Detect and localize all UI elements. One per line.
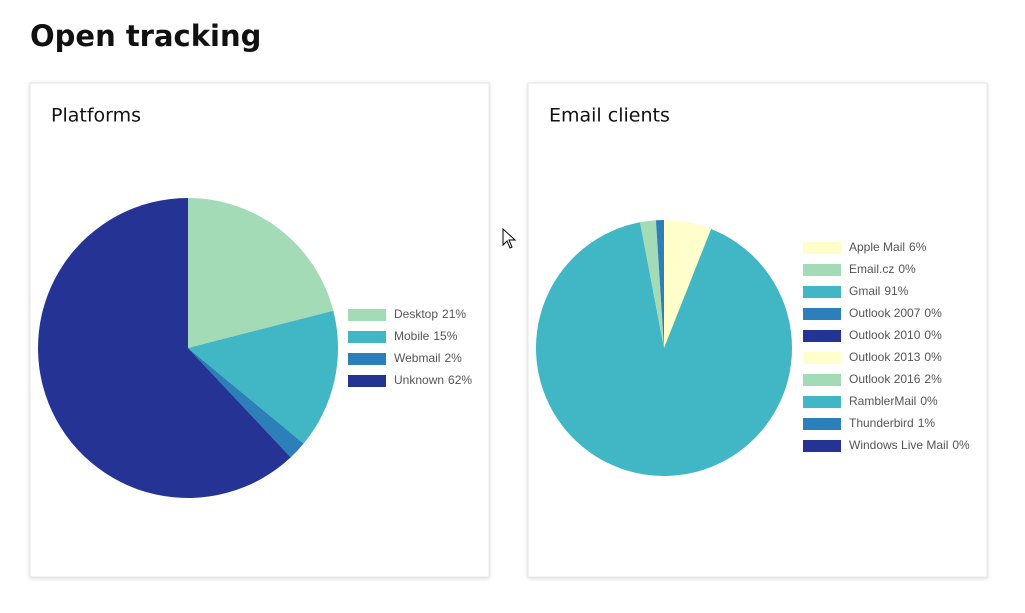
legend-swatch — [803, 418, 841, 430]
legend-name: Webmail — [394, 351, 440, 365]
legend-swatch — [348, 309, 386, 321]
legend-name: Gmail — [849, 284, 880, 298]
legend-value: 0% — [920, 394, 938, 408]
legend-swatch — [803, 264, 841, 276]
pie-slice — [664, 220, 712, 348]
pie-slice — [188, 310, 338, 444]
legend-swatch — [803, 374, 841, 386]
mouse-cursor — [502, 227, 517, 249]
legend-swatch — [803, 396, 841, 408]
legend-label: Outlook 2010 0% — [849, 328, 942, 342]
legend-swatch — [803, 286, 841, 298]
card-title: Platforms — [51, 105, 141, 127]
legend-label: Gmail 91% — [849, 284, 909, 298]
legend-value: 2% — [444, 351, 462, 365]
legend-label: Unknown 62% — [394, 373, 472, 387]
legend-swatch — [348, 353, 386, 365]
legend-name: Unknown — [394, 373, 444, 387]
pie-slice — [536, 222, 793, 476]
legend-label: Outlook 2007 0% — [849, 306, 942, 320]
legend-value: 1% — [918, 416, 936, 430]
legend-name: Outlook 2016 — [849, 372, 921, 386]
legend-name: Windows Live Mail — [849, 438, 948, 452]
legend-swatch — [348, 375, 386, 387]
legend-value: 0% — [898, 262, 916, 276]
legend-value: 6% — [909, 240, 927, 254]
legend-swatch — [803, 352, 841, 364]
legend-swatch — [803, 242, 841, 254]
legend-label: Email.cz 0% — [849, 262, 916, 276]
legend-value: 0% — [924, 350, 942, 364]
legend-label: Outlook 2013 0% — [849, 350, 942, 364]
legend-name: Desktop — [394, 307, 438, 321]
legend-value: 21% — [442, 307, 466, 321]
pie-slice — [655, 220, 664, 348]
pie-slice — [188, 198, 334, 348]
legend-name: Email.cz — [849, 262, 894, 276]
legend-swatch — [803, 440, 841, 452]
legend-value: 0% — [952, 438, 970, 452]
legend-value: 0% — [924, 328, 942, 342]
legend-name: Thunderbird — [849, 416, 914, 430]
legend-label: Apple Mail 6% — [849, 240, 927, 254]
legend-label: RamblerMail 0% — [849, 394, 938, 408]
card-title: Email clients — [549, 105, 670, 127]
legend-value: 15% — [433, 329, 457, 343]
pie-slice — [38, 198, 291, 499]
page-title: Open tracking — [30, 19, 261, 53]
pie-slice — [188, 348, 304, 458]
legend-swatch — [803, 308, 841, 320]
legend-label: Thunderbird 1% — [849, 416, 935, 430]
legend-label: Mobile 15% — [394, 329, 458, 343]
legend-label: Desktop 21% — [394, 307, 466, 321]
legend-name: Outlook 2013 — [849, 350, 921, 364]
legend-label: Webmail 2% — [394, 351, 462, 365]
legend-value: 91% — [884, 284, 908, 298]
legend-value: 2% — [924, 372, 942, 386]
legend-label: Outlook 2016 2% — [849, 372, 942, 386]
legend-name: Apple Mail — [849, 240, 905, 254]
legend-name: RamblerMail — [849, 394, 916, 408]
legend-name: Outlook 2007 — [849, 306, 921, 320]
legend-name: Mobile — [394, 329, 430, 343]
legend-label: Windows Live Mail 0% — [849, 438, 970, 452]
legend-name: Outlook 2010 — [849, 328, 921, 342]
legend-swatch — [348, 331, 386, 343]
legend-value: 62% — [448, 373, 472, 387]
pie-slice — [640, 220, 664, 348]
legend-value: 0% — [924, 306, 942, 320]
legend-swatch — [803, 330, 841, 342]
